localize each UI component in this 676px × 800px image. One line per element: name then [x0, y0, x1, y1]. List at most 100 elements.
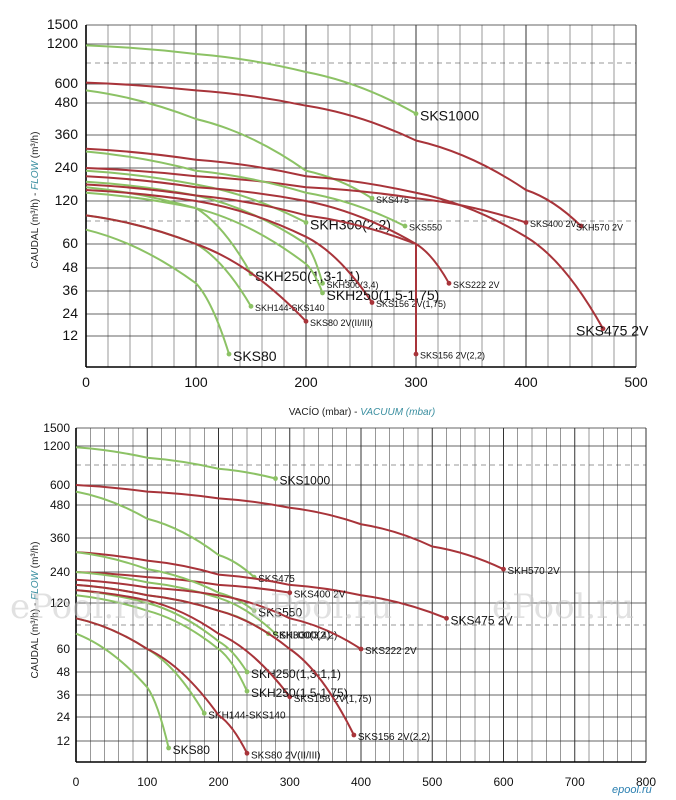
- y-tick-label: 120: [50, 596, 70, 610]
- series-end-point: [369, 300, 375, 305]
- y-tick-label: 12: [62, 327, 78, 343]
- series-end-point: [251, 608, 257, 614]
- series-line: [85, 214, 252, 307]
- series-end-point: [244, 688, 250, 694]
- series-line: [85, 147, 604, 330]
- watermark-center: ePool.ru: [250, 587, 392, 627]
- series-end-point: [303, 318, 309, 324]
- series-end-point: [287, 590, 293, 596]
- series-end-point: [523, 220, 529, 225]
- y-tick-label: 48: [62, 259, 78, 275]
- series-end-point: [303, 220, 309, 225]
- series-end-point: [446, 280, 452, 286]
- series-line: [85, 228, 230, 355]
- series-line: [85, 186, 252, 275]
- series-label: SKH300(3,4): [272, 631, 330, 642]
- series-line: [75, 594, 248, 692]
- series-line: [85, 214, 307, 323]
- series-label: SKS222 2V: [453, 280, 500, 290]
- y-tick-label: 1200: [47, 35, 78, 51]
- x-tick-label: 600: [493, 775, 513, 789]
- series-label: SKS156 2V(2,2): [358, 732, 430, 743]
- series-line: [75, 571, 277, 635]
- series-end-point: [444, 615, 449, 621]
- series-end-point: [248, 303, 254, 309]
- series-label: SKH570 2V: [508, 566, 561, 577]
- series-end-point: [226, 351, 232, 357]
- series-end-point: [320, 280, 325, 286]
- series-line: [75, 571, 290, 594]
- series-label: SKS400 2V: [530, 219, 577, 229]
- series-label: SKS80: [173, 743, 211, 757]
- series-label: SKH250(1,3-1,1): [255, 268, 360, 284]
- x-tick-label: 700: [565, 775, 585, 789]
- top-y-axis-title: CAUDAL (m³/h) - FLOW (m³/h): [30, 132, 41, 269]
- y-tick-label: 360: [50, 531, 70, 545]
- watermark-right: ePool.ru: [492, 587, 634, 627]
- series-label: SKH570 2V: [576, 223, 623, 233]
- y-tick-label: 1500: [47, 16, 78, 32]
- x-tick-label: 500: [422, 775, 442, 789]
- y-tick-label: 1500: [43, 421, 70, 435]
- series-end-point: [273, 631, 278, 637]
- x-tick-label: 0: [82, 374, 90, 390]
- series-end-point: [166, 745, 172, 751]
- series-line: [75, 617, 206, 714]
- series-line: [85, 81, 582, 227]
- series-end-point: [244, 750, 250, 756]
- series-label: SKS156 2V(1,75): [376, 299, 446, 309]
- x-tick-label: 200: [208, 775, 228, 789]
- watermark-left: ePool.ru: [10, 587, 152, 627]
- series-line: [75, 551, 447, 620]
- series-label: SKS550: [409, 223, 442, 233]
- series-line: [75, 484, 504, 571]
- y-tick-label: 480: [55, 94, 79, 110]
- series-line: [75, 446, 276, 480]
- x-tick-label: 100: [137, 775, 157, 789]
- x-tick-label: 400: [514, 374, 538, 390]
- series-line: [85, 175, 450, 284]
- series-end-point: [413, 351, 419, 357]
- series-end-point: [273, 476, 278, 481]
- x-tick-label: 800: [636, 775, 656, 789]
- x-tick-label: 400: [351, 775, 371, 789]
- series-end-point: [578, 223, 584, 229]
- series-label: SKS156 2V(2,2): [420, 351, 485, 361]
- y-tick-label: 60: [57, 642, 71, 656]
- series-end-point: [413, 111, 419, 117]
- series-label: SKH144-SKS140: [208, 710, 286, 721]
- series-line: [85, 167, 527, 224]
- series-label: SKH250(1,3-1,1): [251, 667, 341, 681]
- y-tick-label: 240: [55, 159, 79, 175]
- series-line: [85, 180, 324, 284]
- series-line: [85, 191, 324, 294]
- bottom-y-axis-title: CAUDAL (m³/h) - FLOW (m³/h): [30, 542, 41, 679]
- series-line: [75, 617, 248, 754]
- series-label: SKS475: [258, 574, 295, 585]
- y-tick-label: 360: [55, 126, 79, 142]
- y-tick-label: 480: [50, 498, 70, 512]
- series-end-point: [201, 710, 207, 716]
- x-tick-label: 200: [294, 374, 318, 390]
- series-end-point: [351, 732, 357, 738]
- series-end-point: [287, 694, 293, 700]
- series-label: SKS1000: [280, 474, 331, 488]
- series-label: SKS475: [376, 195, 409, 205]
- x-tick-label: 300: [280, 775, 300, 789]
- series-line: [85, 89, 373, 200]
- y-tick-label: 600: [55, 75, 79, 91]
- x-tick-label: 300: [404, 374, 428, 390]
- series-label: SKH300(3,4): [327, 280, 379, 290]
- series-line: [75, 589, 291, 698]
- series-label: SKH300(2,2): [280, 631, 338, 642]
- series-label: SKH144-SKS140: [255, 303, 325, 313]
- series-line: [85, 183, 418, 355]
- series-line: [75, 490, 255, 578]
- x-tick-label: 100: [184, 374, 208, 390]
- x-tick-label: 0: [73, 775, 80, 789]
- y-tick-label: 600: [50, 478, 70, 492]
- series-label: SKS475 2V: [451, 613, 513, 627]
- series-label: SKH250(1,5-1,75): [251, 686, 348, 700]
- top-x-axis-title: VACÍO (mbar) - VACUUM (mbar): [289, 405, 436, 418]
- series-label: SKS400 2V: [294, 590, 346, 601]
